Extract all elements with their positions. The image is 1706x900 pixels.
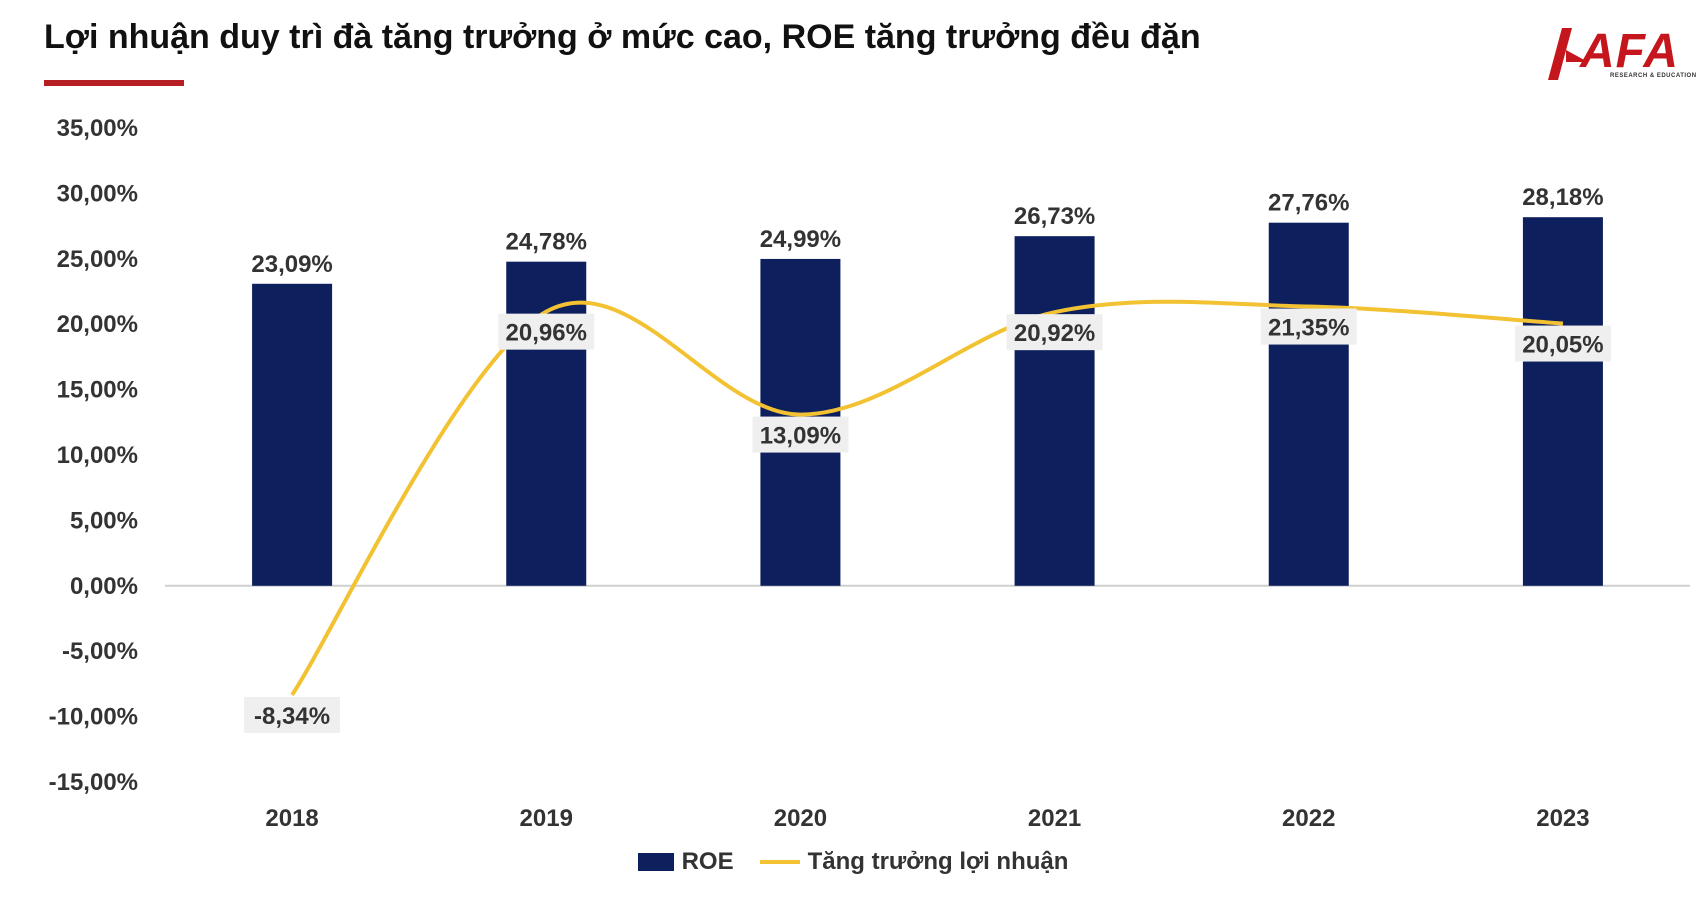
x-tick-label: 2022 — [1282, 805, 1335, 832]
chart-title: Lợi nhuận duy trì đà tăng trưởng ở mức c… — [44, 18, 1201, 56]
x-tick-label: 2018 — [265, 805, 318, 832]
afa-logo-mark-icon — [1548, 28, 1588, 80]
y-tick-label: 30,00% — [57, 180, 138, 207]
legend-swatch-profit-growth — [759, 860, 800, 864]
title-underline — [44, 80, 184, 86]
roe-bar-label: 27,76% — [1268, 190, 1349, 217]
y-tick-label: 35,00% — [57, 115, 138, 142]
roe-bar-label: 24,99% — [760, 226, 841, 253]
roe-bar — [252, 283, 333, 586]
y-tick-label: 20,00% — [57, 311, 138, 338]
x-tick-label: 2021 — [1028, 805, 1081, 832]
roe-bar — [1522, 217, 1603, 586]
roe-bar-label: 26,73% — [1014, 203, 1095, 230]
x-tick-label: 2020 — [774, 805, 827, 832]
chart-legend: ROE Tăng trưởng lợi nhuận — [0, 848, 1706, 876]
x-tick-label: 2019 — [520, 805, 573, 832]
legend-swatch-roe — [637, 853, 674, 871]
roe-bar-label: 28,18% — [1522, 184, 1603, 211]
roe-bar-label: 23,09% — [251, 251, 332, 278]
profit-growth-label-box — [498, 313, 595, 350]
chart-area: 35,00% 30,00% 25,00% 20,00% 15,00% 10,00% 5,00… — [49, 115, 1690, 832]
roe-bar — [1268, 222, 1349, 586]
profit-growth-label: 20,92% — [1014, 320, 1095, 347]
legend-label-profit-growth: Tăng trưởng lợi nhuận — [807, 848, 1069, 875]
legend-label-roe: ROE — [681, 848, 734, 875]
afa-logo-text: AFA — [1580, 25, 1679, 78]
profit-growth-label-box — [1260, 308, 1357, 345]
y-tick-label: 15,00% — [57, 377, 138, 404]
y-tick-label: 10,00% — [57, 442, 138, 469]
roe-bar — [1014, 236, 1095, 586]
afa-logo-subtext: RESEARCH & EDUCATION — [1610, 73, 1697, 79]
profit-growth-label-box — [244, 696, 341, 733]
profit-growth-label-box — [1006, 314, 1103, 351]
y-tick-label: 0,00% — [70, 573, 138, 600]
profit-growth-label-box — [1514, 325, 1611, 362]
afa-logo: AFA RESEARCH & EDUCATION — [1548, 26, 1698, 86]
profit-growth-label: 20,05% — [1522, 332, 1603, 359]
y-tick-label: -15,00% — [49, 769, 138, 796]
roe-bar-label: 24,78% — [506, 229, 587, 256]
profit-growth-label: -8,34% — [254, 703, 330, 730]
y-tick-label: -5,00% — [62, 638, 138, 665]
profit-growth-label-box — [752, 416, 849, 453]
x-tick-label: 2023 — [1536, 805, 1589, 832]
y-tick-label: -10,00% — [49, 704, 138, 731]
profit-growth-label: 20,96% — [506, 320, 587, 347]
profit-growth-line — [290, 299, 1564, 696]
profit-growth-label: 13,09% — [760, 423, 841, 450]
legend-item-roe: ROE — [637, 848, 734, 876]
legend-item-profit-growth: Tăng trưởng lợi nhuận — [759, 848, 1069, 876]
profit-growth-label: 21,35% — [1268, 315, 1349, 342]
y-tick-label: 5,00% — [70, 507, 138, 534]
y-tick-label: 25,00% — [57, 246, 138, 273]
